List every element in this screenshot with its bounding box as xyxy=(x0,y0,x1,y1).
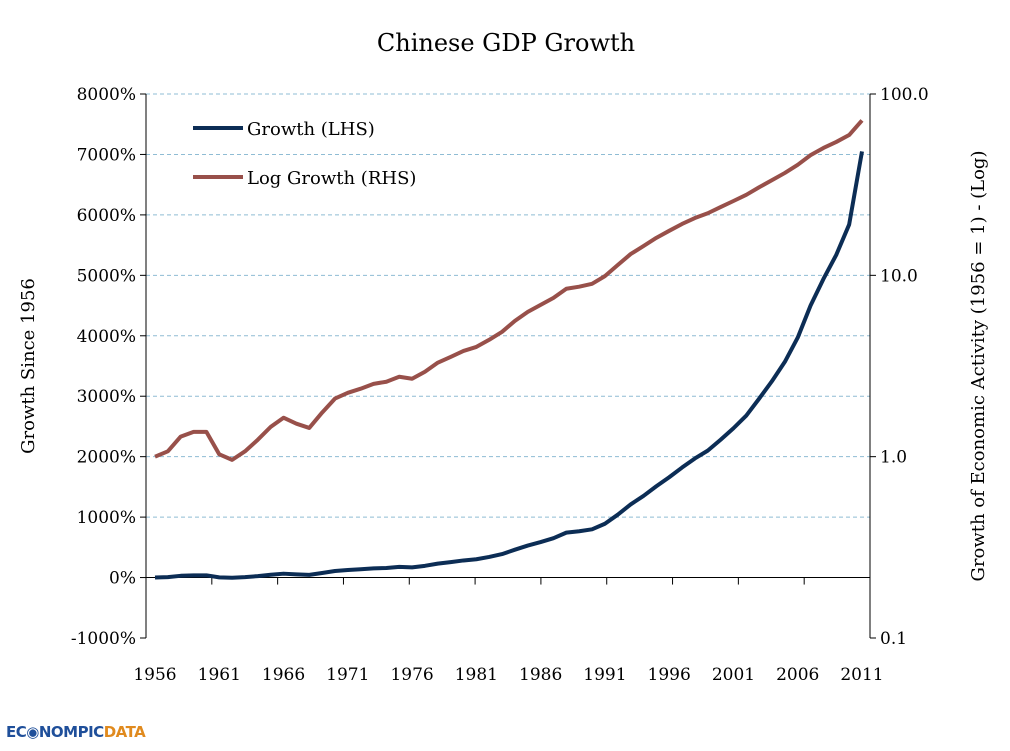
left-tick-label: 4000% xyxy=(77,327,136,347)
x-tick-label: 1996 xyxy=(648,665,691,685)
x-tick-label: 1976 xyxy=(390,665,433,685)
right-tick-label: 1.0 xyxy=(880,448,907,468)
series-line-growth xyxy=(154,151,864,580)
right-tick-label: 0.1 xyxy=(880,629,907,649)
right-tick-label: 100.0 xyxy=(880,85,929,105)
x-tick-label: 1991 xyxy=(583,665,626,685)
x-tick-label: 1981 xyxy=(455,665,498,685)
left-tick-label: 7000% xyxy=(77,145,136,165)
left-tick-label: 2000% xyxy=(77,448,136,468)
legend-label: Growth (LHS) xyxy=(247,119,375,140)
legend: Growth (LHS) Log Growth (RHS) xyxy=(193,119,416,189)
x-tick-label: 2006 xyxy=(776,665,819,685)
left-tick-label: 0% xyxy=(109,569,136,589)
x-tick-label: 1956 xyxy=(133,665,176,685)
economicdata-logo: EC◉NOMPICDATA xyxy=(6,723,146,741)
y-axis-label-right: Growth of Economic Activity (1956 = 1) -… xyxy=(968,151,989,582)
x-tick-label: 1966 xyxy=(262,665,305,685)
x-tick-label: 1971 xyxy=(326,665,369,685)
chart-title: Chinese GDP Growth xyxy=(377,29,635,57)
left-tick-label: 8000% xyxy=(77,85,136,105)
x-tick-label: 2001 xyxy=(712,665,755,685)
y-axis-label-left: Growth Since 1956 xyxy=(18,278,39,454)
left-tick-label: 5000% xyxy=(77,266,136,286)
left-tick-label: -1000% xyxy=(71,629,136,649)
series-line-log-growth xyxy=(154,119,864,462)
x-tick-label: 1961 xyxy=(198,665,241,685)
left-tick-label: 6000% xyxy=(77,206,136,226)
x-tick-label: 2011 xyxy=(840,665,883,685)
left-tick-label: 3000% xyxy=(77,387,136,407)
x-tick-label: 1986 xyxy=(519,665,562,685)
legend-label: Log Growth (RHS) xyxy=(247,168,416,189)
left-tick-label: 1000% xyxy=(77,508,136,528)
right-tick-label: 10.0 xyxy=(880,266,918,286)
